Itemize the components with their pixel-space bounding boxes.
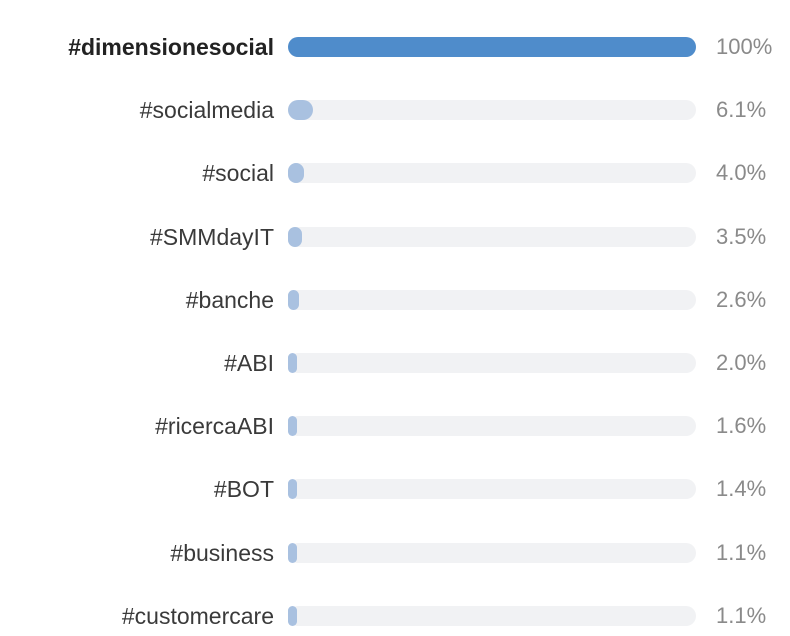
bar-row: #business 1.1% — [0, 533, 790, 573]
bar — [288, 100, 313, 121]
category-label: #ABI — [224, 350, 274, 376]
value-label: 4.0% — [716, 160, 767, 186]
value-label: 2.6% — [716, 286, 767, 312]
bar — [288, 416, 297, 437]
bar-row: #social 4.0% — [0, 153, 790, 193]
value-label: 3.5% — [716, 223, 767, 249]
value-label: 100% — [716, 34, 773, 59]
bar — [288, 226, 303, 247]
bar — [288, 353, 297, 373]
bar — [288, 605, 297, 626]
bar-row: #BOT 1.4% — [0, 469, 790, 509]
bar-row: #banche 2.6% — [0, 280, 790, 320]
bar-track — [288, 37, 696, 57]
category-label: #business — [170, 539, 274, 566]
category-label: #SMMdayIT — [150, 223, 274, 250]
value-label: 1.4% — [716, 476, 767, 502]
bar-row: #socialmedia 6.1% — [0, 90, 790, 130]
category-label: #social — [202, 160, 274, 187]
bar-row: #SMMdayIT 3.5% — [0, 217, 790, 257]
value-label: 1.1% — [716, 602, 767, 628]
value-label: 6.1% — [716, 97, 767, 123]
bar-row: #ABI 2.0% — [0, 343, 790, 383]
bar-track — [288, 226, 696, 247]
bar-track — [288, 289, 696, 310]
bar-track — [288, 353, 696, 373]
category-label: #ricercaABI — [155, 413, 274, 440]
value-label: 1.6% — [716, 413, 767, 439]
bar-row: #dimensionesocial 100% — [0, 27, 790, 67]
category-label: #BOT — [213, 476, 274, 503]
bar-track — [288, 479, 696, 500]
bar — [288, 163, 305, 184]
value-label: 1.1% — [716, 539, 767, 565]
category-label: #banche — [185, 286, 274, 313]
bar — [288, 289, 299, 310]
value-label: 2.0% — [716, 350, 767, 375]
bar-track — [288, 542, 696, 563]
bar-track — [288, 163, 696, 184]
bar — [288, 542, 297, 563]
bar — [288, 479, 297, 500]
category-label: #customercare — [121, 602, 274, 629]
bar-track — [288, 605, 696, 626]
bar — [288, 37, 696, 57]
bar-track — [288, 100, 696, 121]
bar-row: #customercare 1.1% — [0, 596, 790, 636]
category-label: #dimensionesocial — [68, 34, 274, 60]
bar-row: #ricercaABI 1.6% — [0, 406, 790, 446]
bar-track — [288, 416, 696, 437]
category-label: #socialmedia — [139, 97, 274, 124]
